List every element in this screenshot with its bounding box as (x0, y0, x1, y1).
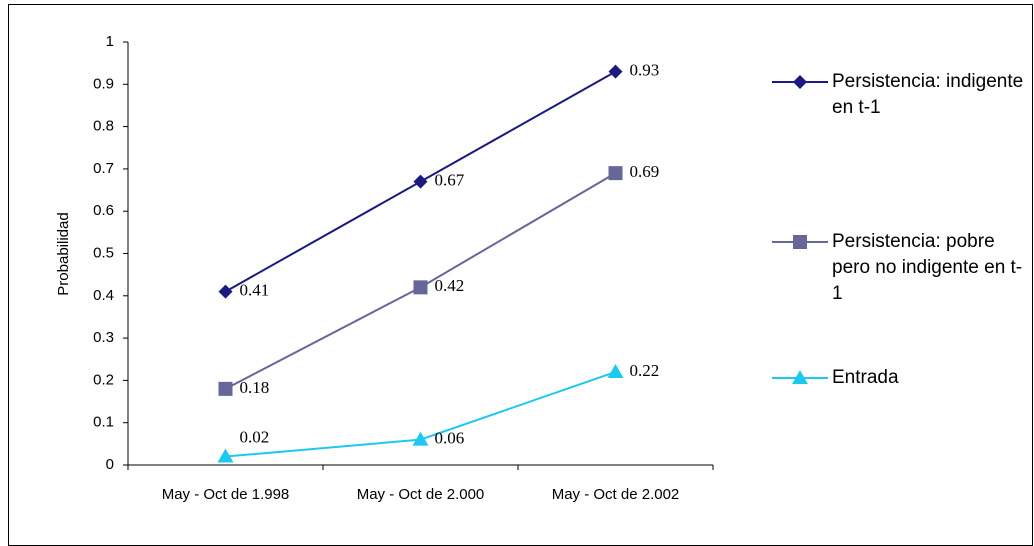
x-tick-label: May - Oct de 1.998 (162, 486, 290, 503)
data-label: 0.41 (240, 280, 270, 299)
data-label: 0.18 (240, 378, 270, 397)
data-point (413, 174, 428, 189)
legend-marker (792, 370, 808, 384)
y-tick-label: 0.6 (93, 202, 114, 219)
legend-label: Entrada (832, 367, 899, 388)
y-tick-label: 0.7 (93, 160, 114, 177)
legend-label: Persistencia: indigente en t-1 (832, 71, 1024, 118)
data-label: 0.02 (240, 427, 270, 446)
legend-marker (793, 235, 807, 249)
data-point (608, 64, 623, 79)
y-axis-label: Probabilidad (55, 212, 72, 295)
data-label: 0.22 (630, 361, 660, 380)
legend-label: Persistencia: pobre pero no indigente en… (832, 231, 1023, 304)
data-point (607, 363, 624, 378)
y-tick-label: 0.4 (93, 287, 114, 304)
y-tick-label: 0.5 (93, 244, 114, 261)
legend-marker (793, 75, 807, 89)
data-label: 0.67 (435, 170, 465, 189)
y-tick-label: 0.3 (93, 329, 114, 346)
data-point (413, 280, 428, 295)
data-point (218, 381, 233, 396)
y-tick-label: 0.9 (93, 75, 114, 92)
data-point (608, 166, 623, 181)
data-label: 0.42 (435, 276, 465, 295)
x-tick-label: May - Oct de 2.000 (357, 486, 485, 503)
y-tick-label: 0 (106, 456, 114, 473)
y-tick-label: 0.8 (93, 118, 114, 135)
y-tick-label: 1 (106, 33, 114, 50)
data-label: 0.69 (630, 162, 660, 181)
data-label: 0.93 (630, 61, 660, 80)
y-tick-label: 0.1 (93, 414, 114, 431)
x-tick-label: May - Oct de 2.002 (552, 486, 680, 503)
data-point (218, 284, 233, 299)
data-point (412, 431, 429, 446)
y-tick-label: 0.2 (93, 371, 114, 388)
data-label: 0.06 (435, 429, 465, 448)
data-point (217, 448, 234, 463)
